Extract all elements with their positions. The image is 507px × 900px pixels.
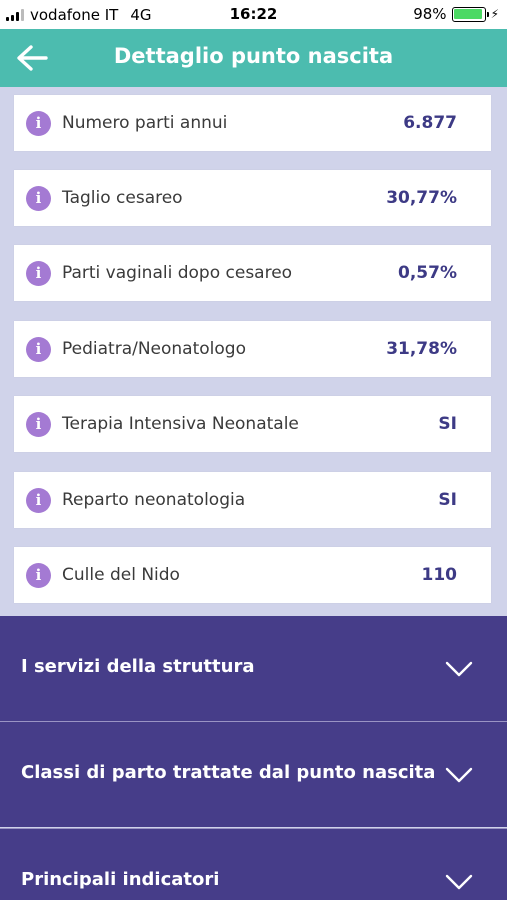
stat-row-culle-nido: i Culle del Nido 110 xyxy=(14,547,491,603)
back-button[interactable] xyxy=(14,41,50,75)
page-title: Dettaglio punto nascita xyxy=(113,44,394,68)
status-time: 16:22 xyxy=(229,5,278,23)
status-left: vodafone IT 4G xyxy=(6,6,152,24)
chevron-down-icon xyxy=(445,661,473,677)
stat-row-reparto-neonatologia: i Reparto neonatologia SI xyxy=(14,472,491,528)
stat-label: Reparto neonatologia xyxy=(62,490,246,510)
stat-value: 31,78% xyxy=(386,339,457,359)
section-indicatori[interactable]: Principali indicatori xyxy=(0,829,507,900)
section-divider xyxy=(0,721,507,722)
section-divider xyxy=(0,828,507,829)
stat-row-taglio-cesareo: i Taglio cesareo 30,77% xyxy=(14,170,491,226)
charging-bolt-icon: ⚡ xyxy=(490,7,499,21)
network-type: 4G xyxy=(130,6,152,24)
arrow-left-icon xyxy=(17,45,48,71)
stat-row-terapia-intensiva: i Terapia Intensiva Neonatale SI xyxy=(14,396,491,452)
signal-strength-icon xyxy=(6,9,24,21)
stat-label: Taglio cesareo xyxy=(62,188,183,208)
battery-fill xyxy=(454,9,483,19)
stat-value: 6.877 xyxy=(403,113,457,133)
stat-label: Numero parti annui xyxy=(62,113,228,133)
section-title: Principali indicatori xyxy=(21,869,220,890)
stat-label: Pediatra/Neonatologo xyxy=(62,339,246,359)
info-icon[interactable]: i xyxy=(26,562,51,588)
status-bar: vodafone IT 4G 16:22 98% ⚡ xyxy=(0,0,507,29)
chevron-down-icon xyxy=(445,767,473,783)
info-icon[interactable]: i xyxy=(26,487,51,513)
battery-icon xyxy=(451,6,489,22)
carrier-name: vodafone IT xyxy=(30,6,119,24)
stat-value: 0,57% xyxy=(398,263,457,283)
stat-label: Parti vaginali dopo cesareo xyxy=(62,263,293,283)
chevron-down-icon xyxy=(445,874,473,890)
stat-row-parti-vaginali: i Parti vaginali dopo cesareo 0,57% xyxy=(14,245,491,301)
section-classi-parto[interactable]: Classi di parto trattate dal punto nasci… xyxy=(0,722,507,827)
app-header: Dettaglio punto nascita xyxy=(0,29,507,87)
section-title: Classi di parto trattate dal punto nasci… xyxy=(21,762,436,783)
stat-label: Terapia Intensiva Neonatale xyxy=(62,414,299,434)
stat-row-pediatra: i Pediatra/Neonatologo 31,78% xyxy=(14,321,491,377)
info-icon[interactable]: i xyxy=(26,185,51,211)
stat-value: 110 xyxy=(421,565,458,585)
section-title: I servizi della struttura xyxy=(21,656,255,677)
stat-value: 30,77% xyxy=(386,188,457,208)
info-icon[interactable]: i xyxy=(26,260,51,286)
info-icon[interactable]: i xyxy=(26,336,51,362)
stat-value: SI xyxy=(438,490,457,510)
stat-label: Culle del Nido xyxy=(62,565,180,585)
section-servizi[interactable]: I servizi della struttura xyxy=(0,616,507,721)
stat-row-numero-parti: i Numero parti annui 6.877 xyxy=(14,95,491,151)
battery-percent: 98% xyxy=(413,5,447,23)
stat-value: SI xyxy=(438,414,457,434)
status-right: 98% ⚡ xyxy=(413,5,499,23)
info-icon[interactable]: i xyxy=(26,411,51,437)
info-icon[interactable]: i xyxy=(26,110,51,136)
